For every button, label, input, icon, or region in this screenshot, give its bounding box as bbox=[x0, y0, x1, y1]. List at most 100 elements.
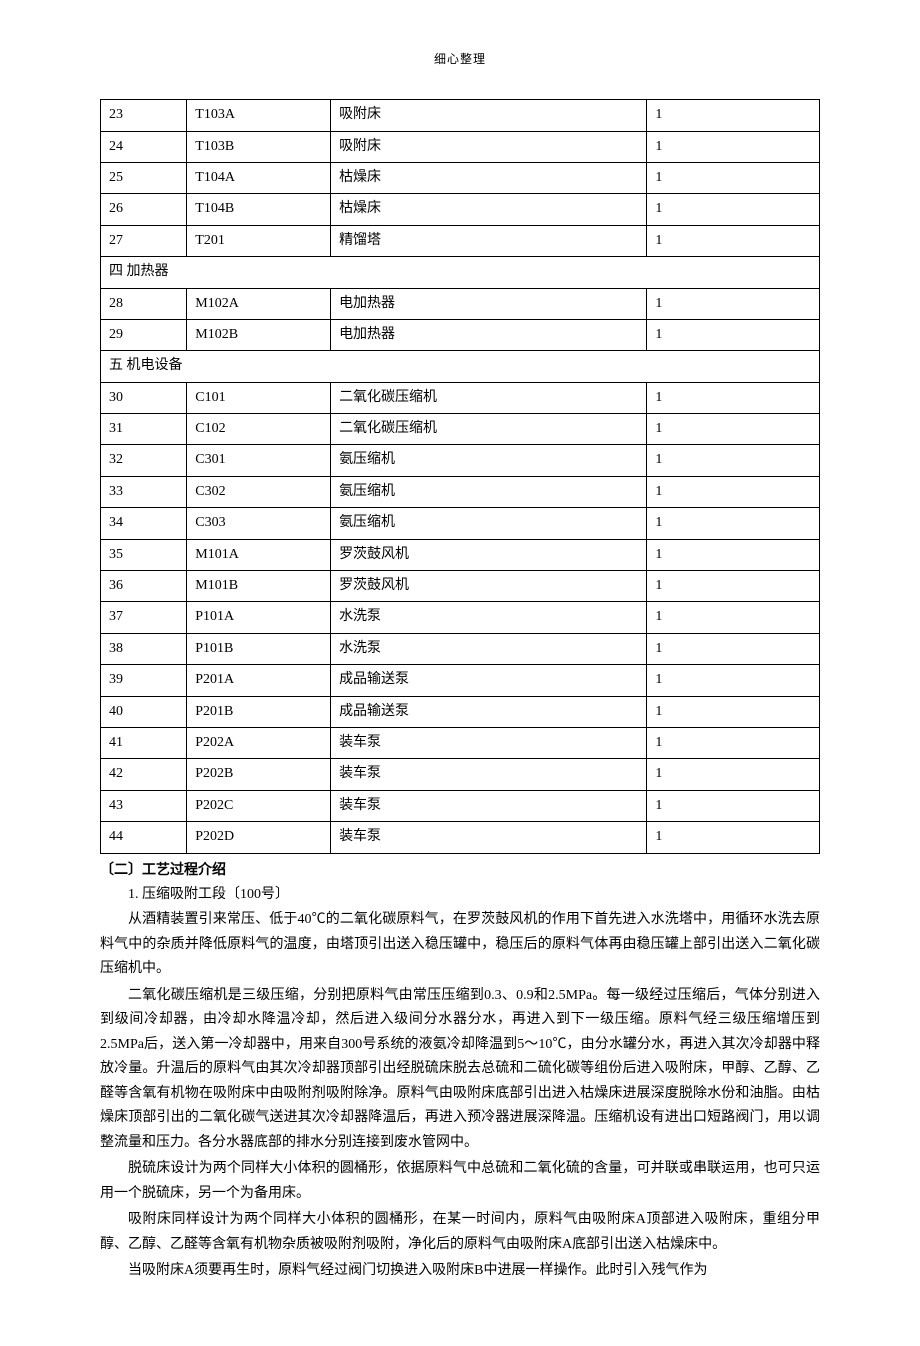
table-cell: 1 bbox=[647, 194, 820, 225]
table-cell: 40 bbox=[101, 696, 187, 727]
table-cell: 32 bbox=[101, 445, 187, 476]
table-cell: P202C bbox=[187, 790, 331, 821]
table-row: 43P202C装车泵1 bbox=[101, 790, 820, 821]
table-cell: 1 bbox=[647, 508, 820, 539]
table-cell: 1 bbox=[647, 288, 820, 319]
table-row: 37P101A水洗泵1 bbox=[101, 602, 820, 633]
table-cell: M102B bbox=[187, 319, 331, 350]
table-row: 23T103A吸附床1 bbox=[101, 100, 820, 131]
table-cell: 30 bbox=[101, 382, 187, 413]
table-cell: 1 bbox=[647, 476, 820, 507]
table-cell: 吸附床 bbox=[331, 100, 647, 131]
table-cell: 41 bbox=[101, 728, 187, 759]
table-cell: P202A bbox=[187, 728, 331, 759]
table-row: 38P101B水洗泵1 bbox=[101, 633, 820, 664]
table-cell: P101B bbox=[187, 633, 331, 664]
table-cell: 43 bbox=[101, 790, 187, 821]
table-row: 33C302氨压缩机1 bbox=[101, 476, 820, 507]
table-cell: P201B bbox=[187, 696, 331, 727]
table-cell: 1 bbox=[647, 414, 820, 445]
table-row: 44P202D装车泵1 bbox=[101, 822, 820, 853]
section-heading: 〔二〕工艺过程介绍 bbox=[100, 860, 820, 882]
sub-heading: 1. 压缩吸附工段〔100号〕 bbox=[100, 884, 820, 906]
table-cell: T103B bbox=[187, 131, 331, 162]
table-cell: C302 bbox=[187, 476, 331, 507]
table-cell: P201A bbox=[187, 665, 331, 696]
table-cell: 枯燥床 bbox=[331, 194, 647, 225]
table-row: 32C301氨压缩机1 bbox=[101, 445, 820, 476]
table-cell: 42 bbox=[101, 759, 187, 790]
table-row: 35M101A罗茨鼓风机1 bbox=[101, 539, 820, 570]
table-cell: 23 bbox=[101, 100, 187, 131]
equipment-table: 23T103A吸附床124T103B吸附床125T104A枯燥床126T104B… bbox=[100, 99, 820, 853]
table-cell: 装车泵 bbox=[331, 822, 647, 853]
table-cell: 电加热器 bbox=[331, 319, 647, 350]
table-cell: P101A bbox=[187, 602, 331, 633]
paragraph: 吸附床同样设计为两个同样大小体积的圆桶形，在某一时间内，原料气由吸附床A顶部进入… bbox=[100, 1208, 820, 1257]
table-row: 29M102B电加热器1 bbox=[101, 319, 820, 350]
table-row: 24T103B吸附床1 bbox=[101, 131, 820, 162]
table-cell: C301 bbox=[187, 445, 331, 476]
table-cell: 31 bbox=[101, 414, 187, 445]
table-cell: 1 bbox=[647, 633, 820, 664]
table-cell: 24 bbox=[101, 131, 187, 162]
table-cell: M102A bbox=[187, 288, 331, 319]
table-cell: 1 bbox=[647, 319, 820, 350]
table-cell: 水洗泵 bbox=[331, 633, 647, 664]
table-row: 42P202B装车泵1 bbox=[101, 759, 820, 790]
table-row: 31C102二氧化碳压缩机1 bbox=[101, 414, 820, 445]
table-cell: 吸附床 bbox=[331, 131, 647, 162]
table-cell: 37 bbox=[101, 602, 187, 633]
table-cell: 36 bbox=[101, 571, 187, 602]
table-cell: 29 bbox=[101, 319, 187, 350]
page-header: 细心整理 bbox=[100, 50, 820, 69]
table-cell: C101 bbox=[187, 382, 331, 413]
table-cell: 二氧化碳压缩机 bbox=[331, 382, 647, 413]
paragraph: 当吸附床A须要再生时，原料气经过阀门切换进入吸附床B中进展一样操作。此时引入残气… bbox=[100, 1259, 820, 1284]
table-cell: 44 bbox=[101, 822, 187, 853]
paragraph: 从酒精装置引来常压、低于40℃的二氧化碳原料气，在罗茨鼓风机的作用下首先进入水洗… bbox=[100, 908, 820, 982]
table-cell: 38 bbox=[101, 633, 187, 664]
table-cell: 33 bbox=[101, 476, 187, 507]
table-cell: 电加热器 bbox=[331, 288, 647, 319]
table-cell: 装车泵 bbox=[331, 790, 647, 821]
table-cell: 26 bbox=[101, 194, 187, 225]
document-page: 细心整理 23T103A吸附床124T103B吸附床125T104A枯燥床126… bbox=[0, 0, 920, 1346]
table-row: 39P201A成品输送泵1 bbox=[101, 665, 820, 696]
table-cell: 罗茨鼓风机 bbox=[331, 571, 647, 602]
table-cell: 精馏塔 bbox=[331, 225, 647, 256]
table-cell: 装车泵 bbox=[331, 759, 647, 790]
table-cell: 成品输送泵 bbox=[331, 696, 647, 727]
table-cell: 成品输送泵 bbox=[331, 665, 647, 696]
table-cell: 氨压缩机 bbox=[331, 508, 647, 539]
table-cell: 二氧化碳压缩机 bbox=[331, 414, 647, 445]
table-cell: T201 bbox=[187, 225, 331, 256]
section-cell: 四 加热器 bbox=[101, 257, 820, 288]
table-cell: T104A bbox=[187, 162, 331, 193]
section-cell: 五 机电设备 bbox=[101, 351, 820, 382]
table-cell: 1 bbox=[647, 665, 820, 696]
table-cell: 1 bbox=[647, 790, 820, 821]
paragraph: 脱硫床设计为两个同样大小体积的圆桶形，依据原料气中总硫和二氧化硫的含量，可并联或… bbox=[100, 1157, 820, 1206]
table-row: 40P201B成品输送泵1 bbox=[101, 696, 820, 727]
table-cell: 1 bbox=[647, 382, 820, 413]
table-cell: P202D bbox=[187, 822, 331, 853]
table-cell: 罗茨鼓风机 bbox=[331, 539, 647, 570]
table-cell: 27 bbox=[101, 225, 187, 256]
table-cell: 1 bbox=[647, 822, 820, 853]
table-cell: 1 bbox=[647, 162, 820, 193]
table-cell: 34 bbox=[101, 508, 187, 539]
table-cell: 1 bbox=[647, 100, 820, 131]
table-row: 28M102A电加热器1 bbox=[101, 288, 820, 319]
paragraph: 二氧化碳压缩机是三级压缩，分别把原料气由常压压缩到0.3、0.9和2.5MPa。… bbox=[100, 984, 820, 1156]
table-cell: 水洗泵 bbox=[331, 602, 647, 633]
table-row: 四 加热器 bbox=[101, 257, 820, 288]
table-cell: 氨压缩机 bbox=[331, 476, 647, 507]
table-cell: 1 bbox=[647, 728, 820, 759]
table-row: 25T104A枯燥床1 bbox=[101, 162, 820, 193]
table-cell: M101B bbox=[187, 571, 331, 602]
table-row: 36M101B罗茨鼓风机1 bbox=[101, 571, 820, 602]
table-row: 五 机电设备 bbox=[101, 351, 820, 382]
table-cell: 氨压缩机 bbox=[331, 445, 647, 476]
table-cell: 1 bbox=[647, 759, 820, 790]
